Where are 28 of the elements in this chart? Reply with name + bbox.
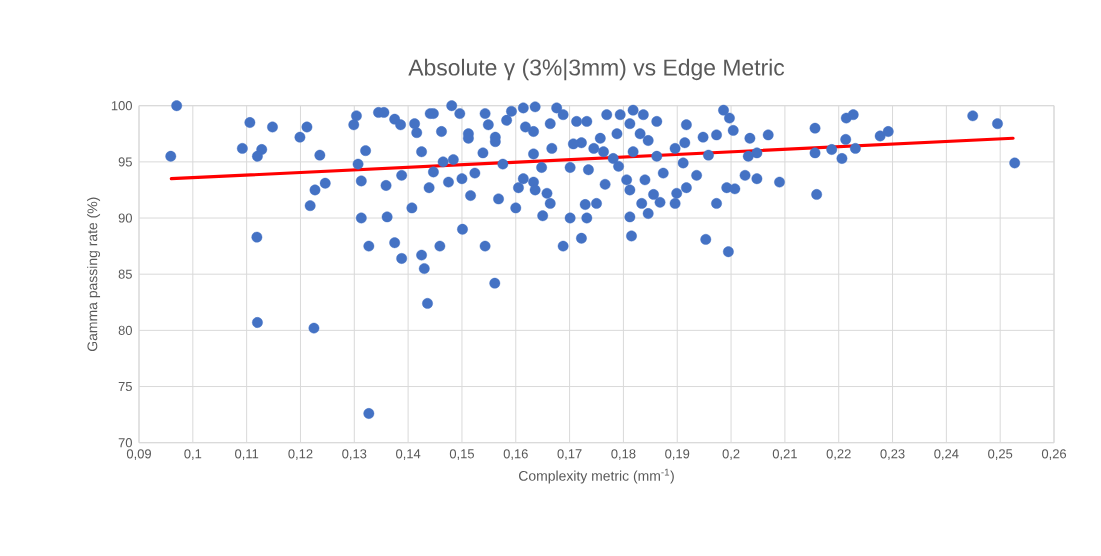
- x-tick-label: 0,26: [1041, 449, 1067, 460]
- x-tick-label: 0,13: [342, 449, 367, 460]
- y-tick-label: 75: [118, 382, 132, 392]
- y-tick-label: 100: [111, 101, 132, 111]
- y-axis-title: Gamma passing rate (%): [87, 197, 101, 352]
- x-tick-label: 0,18: [611, 449, 636, 460]
- x-tick-label: 0,25: [988, 449, 1013, 460]
- y-tick-label: 70: [118, 438, 132, 448]
- x-tick-label: 0,11: [235, 449, 259, 460]
- x-tick-label: 0,24: [934, 449, 959, 460]
- y-tick-label: 80: [118, 325, 132, 335]
- x-tick-label: 0,21: [772, 449, 797, 460]
- x-axis-title: Complexity metric (mm$^{-1}$): [519, 468, 674, 484]
- x-tick-label: 0,19: [665, 449, 690, 460]
- x-tick-label: 0,23: [880, 449, 905, 460]
- x-tick-label: 0,14: [396, 449, 421, 460]
- y-tick-label: 95: [118, 157, 132, 167]
- chart-title: Absolute γ (3%|3mm) vs Edge Metric: [408, 58, 785, 81]
- x-tick-label: 0,12: [288, 449, 313, 460]
- x-tick-label: 0,1: [184, 449, 202, 460]
- x-tick-label: 0,09: [126, 449, 151, 460]
- x-tick-label: 0,17: [557, 449, 582, 460]
- x-tick-label: 0,15: [449, 449, 474, 460]
- y-tick-label: 85: [118, 269, 132, 279]
- x-tick-label: 0,2: [722, 449, 740, 460]
- y-tick-label: 90: [118, 213, 132, 223]
- x-tick-label: 0,22: [826, 449, 851, 460]
- x-tick-label: 0,16: [503, 449, 528, 460]
